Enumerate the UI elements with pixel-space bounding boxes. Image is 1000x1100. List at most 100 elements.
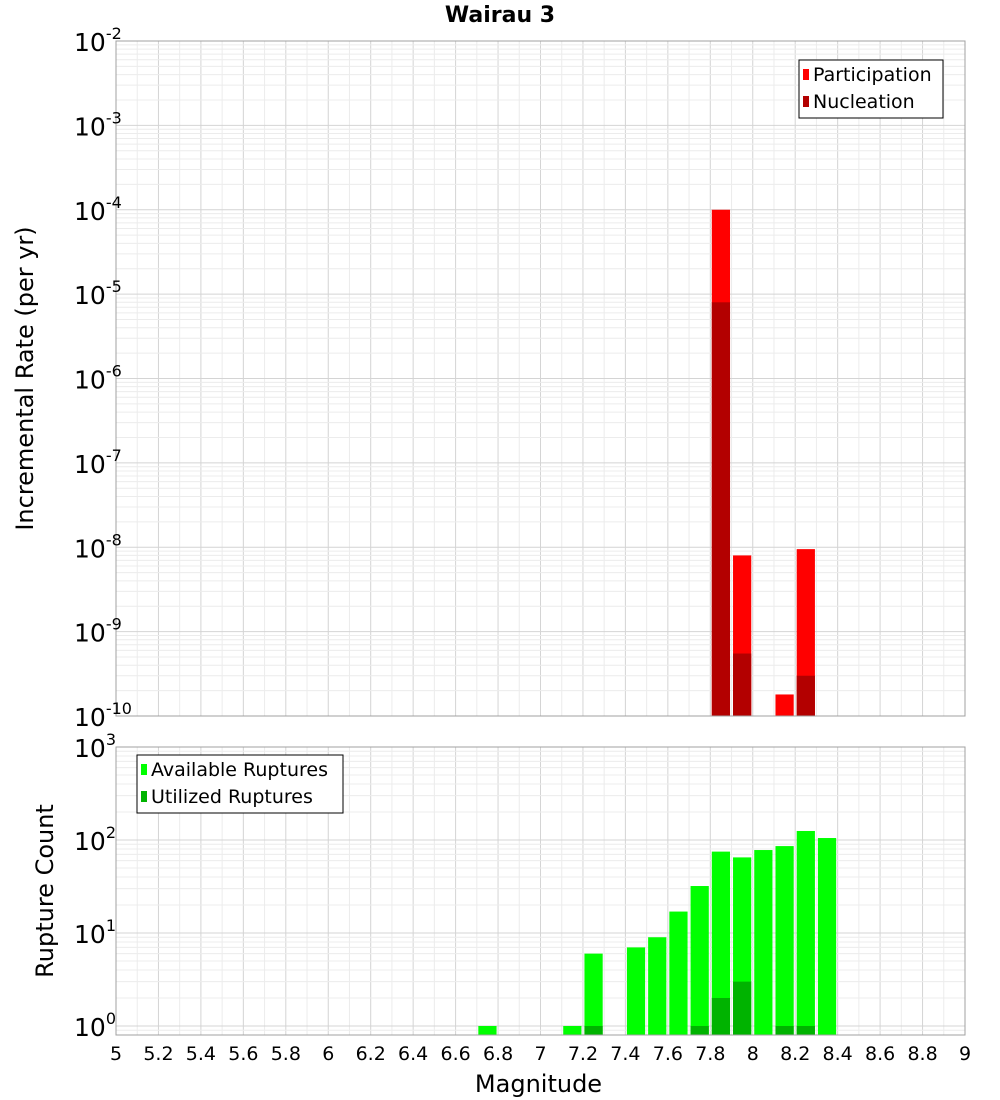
y-axis-label: Incremental Rate (per yr) — [11, 226, 39, 530]
y-tick-exponent: -5 — [106, 277, 122, 296]
y-tick-base: 10 — [74, 734, 106, 763]
y-tick-label: 10-10 — [74, 699, 132, 732]
legend-box — [798, 59, 944, 119]
available-ruptures-bar — [584, 953, 603, 1035]
available-ruptures-bar — [690, 886, 709, 1035]
y-tick-base: 10 — [74, 450, 106, 479]
x-tick-label: 7.2 — [568, 1043, 598, 1065]
x-tick-label: 8.6 — [865, 1043, 895, 1065]
y-tick-exponent: -10 — [106, 699, 132, 718]
y-tick-label: 100 — [74, 1009, 116, 1042]
nucleation-bar — [796, 675, 815, 716]
x-tick-label: 5.6 — [228, 1043, 258, 1065]
y-tick-label: 10-9 — [74, 615, 122, 648]
x-tick-label: 5.8 — [271, 1043, 301, 1065]
y-tick-exponent: -8 — [106, 530, 122, 549]
y-tick-exponent: 3 — [106, 730, 116, 749]
x-tick-label: 5 — [110, 1043, 122, 1065]
legend-label-available-ruptures: Available Ruptures — [151, 759, 328, 781]
x-tick-label: 6.4 — [398, 1043, 428, 1065]
y-tick-exponent: -2 — [106, 24, 122, 43]
utilized-ruptures-bar — [584, 1025, 603, 1035]
legend-swatch-nucleation — [803, 96, 809, 107]
y-tick-base: 10 — [74, 703, 106, 732]
legend: Participation Nucleation — [798, 59, 944, 119]
y-tick-exponent: -6 — [106, 362, 122, 381]
participation-bar — [775, 694, 794, 716]
y-tick-base: 10 — [74, 197, 106, 226]
x-tick-label: 8.4 — [823, 1043, 853, 1065]
y-tick-label: 10-5 — [74, 277, 122, 310]
x-tick-label: 6.6 — [440, 1043, 470, 1065]
nucleation-bar — [711, 302, 731, 716]
available-ruptures-bar — [626, 947, 646, 1035]
y-tick-base: 10 — [74, 1013, 106, 1042]
x-tick-label: 7.6 — [653, 1043, 683, 1065]
y-tick-label: 10-2 — [74, 24, 122, 57]
y-tick-base: 10 — [74, 619, 106, 648]
utilized-ruptures-bar — [690, 1025, 709, 1035]
legend-label-nucleation: Nucleation — [813, 91, 915, 113]
y-tick-exponent: 2 — [106, 823, 116, 842]
available-ruptures-bar — [478, 1025, 497, 1035]
available-ruptures-bar — [648, 937, 667, 1035]
legend-swatch-available-ruptures — [141, 764, 147, 775]
x-tick-label: 7.8 — [695, 1043, 725, 1065]
participation-bar — [796, 549, 815, 716]
available-ruptures-bar — [796, 830, 815, 1035]
y-tick-base: 10 — [74, 28, 106, 57]
y-tick-label: 10-3 — [74, 108, 122, 141]
nucleation-bar — [733, 653, 752, 716]
plot-frame — [115, 746, 966, 1036]
grid-lines — [115, 40, 966, 717]
chart-title: Wairau 3 — [445, 3, 555, 28]
x-tick-label: 7 — [534, 1043, 546, 1065]
available-ruptures-bar — [669, 911, 688, 1035]
x-tick-label: 6 — [322, 1043, 334, 1065]
y-tick-base: 10 — [74, 112, 106, 141]
plot-frame — [115, 40, 966, 717]
y-tick-label: 10-4 — [74, 193, 122, 226]
x-tick-label: 8.2 — [780, 1043, 810, 1065]
utilized-ruptures-bar — [733, 981, 752, 1035]
series-nucleation — [711, 302, 815, 716]
x-tick-label: 8.8 — [907, 1043, 937, 1065]
y-tick-label: 10-7 — [74, 446, 122, 479]
available-ruptures-bar — [775, 846, 794, 1035]
y-tick-exponent: 0 — [106, 1009, 116, 1028]
x-tick-labels: 5 5.2 5.4 5.6 5.8 6 6.2 6.4 6.6 6.8 7 7.2 7.4 7.6 7.8 8… — [110, 1043, 971, 1065]
x-tick-label: 8 — [747, 1043, 759, 1065]
x-tick-label: 9 — [959, 1043, 971, 1065]
x-tick-label: 5.2 — [143, 1043, 173, 1065]
y-tick-base: 10 — [74, 827, 106, 856]
y-tick-label: 103 — [74, 730, 116, 763]
y-tick-label: 10-6 — [74, 362, 122, 395]
available-ruptures-bar — [754, 850, 773, 1035]
legend-swatch-utilized-ruptures — [141, 791, 147, 802]
y-axis-label: Rupture Count — [31, 804, 59, 978]
x-tick-label: 6.2 — [356, 1043, 386, 1065]
y-tick-label: 10-8 — [74, 530, 122, 563]
utilized-ruptures-bar — [796, 1025, 815, 1035]
utilized-ruptures-bar — [711, 997, 731, 1035]
y-tick-base: 10 — [74, 366, 106, 395]
x-axis-label: Magnitude — [475, 1070, 602, 1098]
y-tick-base: 10 — [74, 281, 106, 310]
incremental-rate-panel: 10-1010-910-810-710-610-510-410-310-2Inc… — [11, 24, 966, 732]
legend-label-participation: Participation — [813, 64, 932, 86]
y-tick-exponent: -7 — [106, 446, 122, 465]
legend-swatch-participation — [803, 69, 809, 80]
x-tick-label: 6.8 — [483, 1043, 513, 1065]
available-ruptures-bar — [817, 838, 837, 1035]
y-tick-label: 102 — [74, 823, 116, 856]
x-tick-label: 7.4 — [610, 1043, 640, 1065]
y-tick-base: 10 — [74, 920, 106, 949]
utilized-ruptures-bar — [775, 1025, 794, 1035]
legend: Available Ruptures Utilized Ruptures — [136, 754, 344, 814]
series-utilized-ruptures — [584, 981, 815, 1035]
legend-box — [136, 754, 344, 814]
